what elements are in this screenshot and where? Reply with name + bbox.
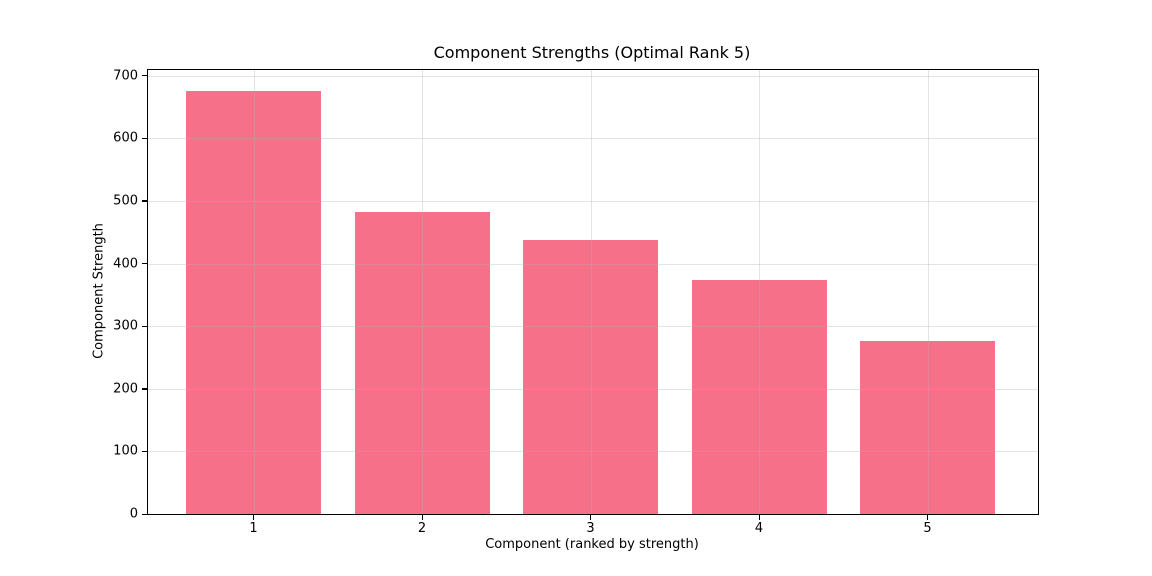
bar <box>354 212 490 514</box>
y-gridline <box>148 451 1038 453</box>
x-tick-label: 3 <box>586 521 595 536</box>
y-tick-mark <box>142 388 147 390</box>
y-gridline <box>148 75 1038 77</box>
y-tick-label: 100 <box>113 443 138 459</box>
y-tick-label: 400 <box>113 256 138 271</box>
x-tick-mark <box>927 515 929 520</box>
x-tick-label: 2 <box>417 521 427 536</box>
y-tick-mark <box>142 450 147 453</box>
y-tick-label: 600 <box>113 130 138 146</box>
x-tick-mark <box>590 515 592 520</box>
x-gridline <box>253 70 255 514</box>
x-tick-label: 4 <box>754 521 764 536</box>
x-gridline <box>759 70 760 514</box>
x-tick-label: 5 <box>923 521 932 536</box>
y-tick-mark <box>142 325 147 327</box>
x-tick-mark <box>421 515 423 520</box>
x-tick-label: 1 <box>249 521 258 536</box>
x-gridline <box>422 70 423 514</box>
plot-area: 0 100 200 300 400 500 600 700 1 2 3 4 5 <box>113 68 1039 536</box>
y-tick-label: 300 <box>113 318 138 334</box>
y-axis-label: Component Strength <box>91 223 107 359</box>
bar <box>860 341 995 514</box>
y-tick-label: 700 <box>113 68 138 84</box>
y-tick-mark <box>142 137 147 140</box>
x-axis-label: Component (ranked by strength) <box>485 537 699 552</box>
y-tick-label: 500 <box>113 193 138 209</box>
chart-title: Component Strengths (Optimal Rank 5) <box>433 43 751 62</box>
y-tick-label: 200 <box>113 381 138 397</box>
bar <box>185 91 321 514</box>
x-tick-mark <box>758 515 760 520</box>
y-gridline <box>148 200 1038 202</box>
y-gridline <box>148 326 1038 328</box>
x-gridline <box>590 70 592 514</box>
y-gridline <box>148 263 1038 265</box>
bar <box>691 280 827 514</box>
bar <box>523 240 658 514</box>
y-tick-mark <box>142 75 147 77</box>
y-tick-mark <box>142 200 147 202</box>
y-tick-mark <box>142 513 147 515</box>
y-gridline <box>148 138 1038 140</box>
y-tick-label: 0 <box>129 506 138 522</box>
x-gridline <box>927 70 929 514</box>
y-tick-mark <box>142 263 147 265</box>
y-gridline <box>148 388 1038 390</box>
x-tick-mark <box>253 515 255 520</box>
